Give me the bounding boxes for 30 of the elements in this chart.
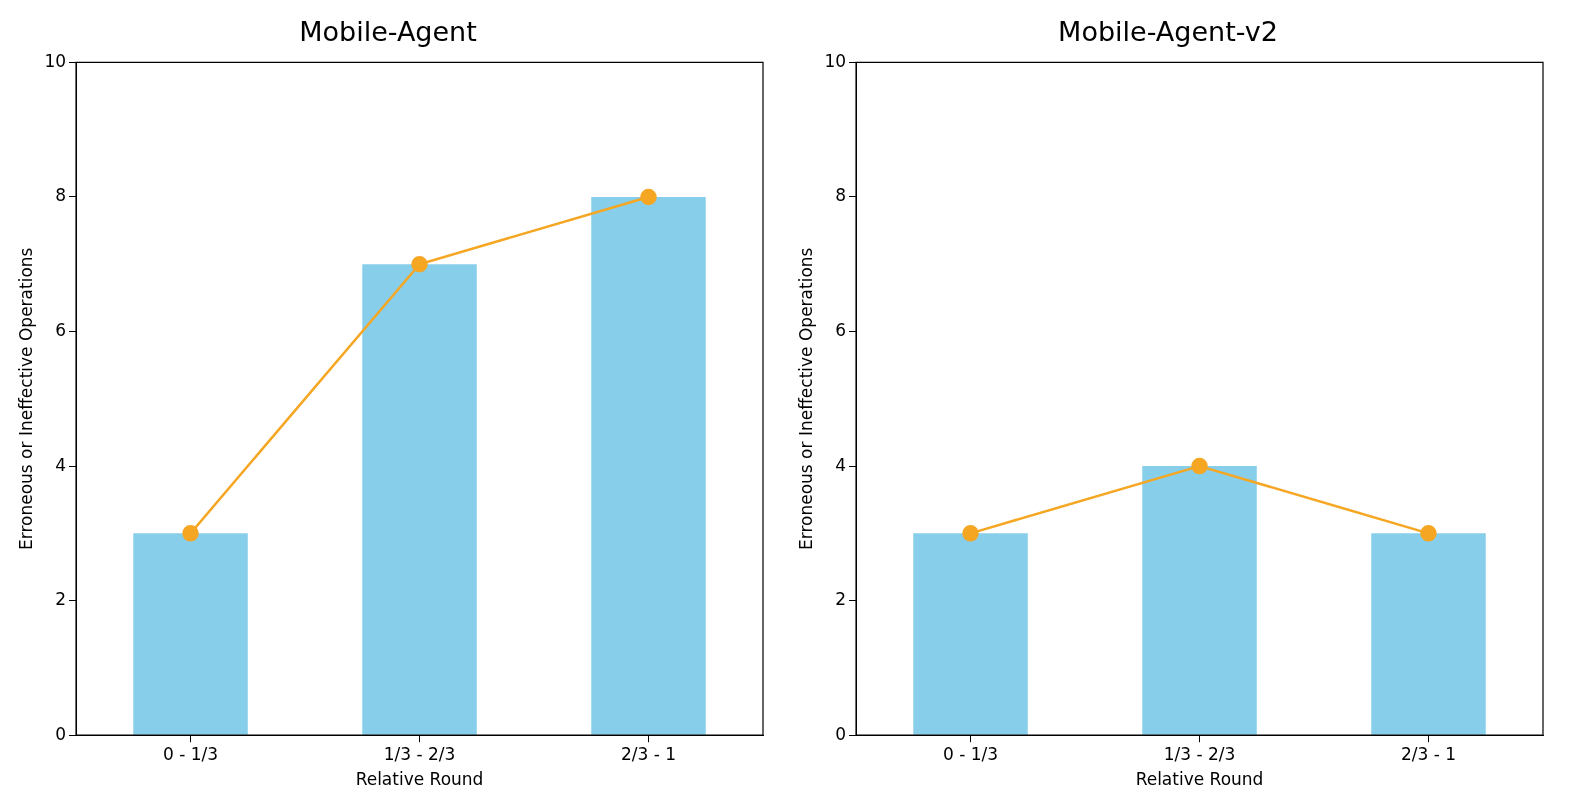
y-axis-title: Erroneous or Ineffective Operations: [15, 247, 36, 551]
y-tick-label: 4: [835, 454, 847, 475]
x-tick-label: 1/3 - 2/3: [383, 743, 456, 764]
y-tick-label: 8: [835, 185, 847, 206]
bar: [362, 264, 477, 735]
x-axis-title: Relative Round: [355, 769, 484, 790]
y-tick-label: 10: [824, 50, 847, 71]
y-tick-label: 8: [55, 185, 67, 206]
y-tick-label: 2: [835, 589, 847, 610]
y-tick-label: 4: [55, 454, 67, 475]
y-tick-label: 6: [55, 319, 67, 340]
x-tick-label: 2/3 - 1: [620, 743, 677, 764]
x-tick-label: 2/3 - 1: [1400, 743, 1457, 764]
chart-title: Mobile-Agent-v2: [1058, 16, 1278, 48]
y-tick-label: 6: [835, 319, 847, 340]
point: [182, 525, 199, 542]
bar: [591, 196, 706, 735]
y-tick-label: 0: [55, 723, 67, 744]
bar: [133, 533, 248, 735]
point: [640, 188, 657, 206]
chart-title: Mobile-Agent: [299, 16, 477, 48]
point: [411, 255, 428, 273]
y-tick-label: 2: [55, 589, 67, 610]
x-tick-label: 1/3 - 2/3: [1163, 743, 1236, 764]
x-tick-label: 0 - 1/3: [162, 743, 219, 764]
x-tick-label: 0 - 1/3: [942, 743, 999, 764]
y-tick-label: 10: [44, 50, 67, 71]
x-axis-title: Relative Round: [1135, 769, 1264, 790]
y-tick-label: 0: [835, 723, 847, 744]
y-axis-title: Erroneous or Ineffective Operations: [795, 247, 816, 551]
